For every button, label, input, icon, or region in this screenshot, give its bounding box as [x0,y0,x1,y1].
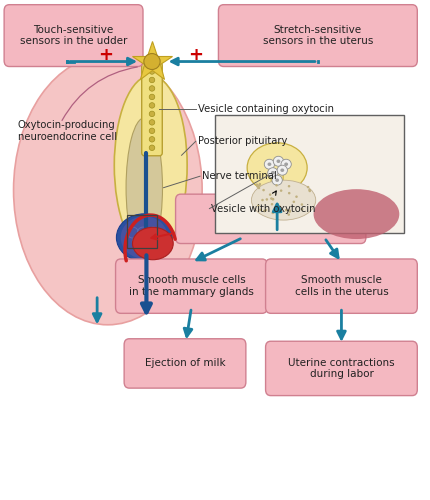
Ellipse shape [255,184,258,186]
Ellipse shape [279,206,281,208]
Ellipse shape [308,188,311,191]
Text: Vesicle containing oxytocin: Vesicle containing oxytocin [198,104,334,115]
FancyBboxPatch shape [142,62,162,156]
Ellipse shape [280,168,284,172]
Ellipse shape [287,214,290,216]
FancyBboxPatch shape [124,339,246,388]
Ellipse shape [263,210,266,212]
Ellipse shape [257,204,260,207]
Text: Smooth muscle
cells in the uterus: Smooth muscle cells in the uterus [295,276,388,297]
Ellipse shape [288,210,291,212]
Ellipse shape [267,162,271,166]
Ellipse shape [280,190,283,192]
FancyBboxPatch shape [215,116,404,232]
Ellipse shape [258,183,261,186]
FancyBboxPatch shape [4,4,143,66]
Ellipse shape [276,160,280,163]
Ellipse shape [149,120,155,125]
FancyBboxPatch shape [116,259,267,314]
Ellipse shape [275,184,278,186]
Ellipse shape [275,178,279,182]
Ellipse shape [269,194,271,196]
Ellipse shape [149,128,155,134]
Ellipse shape [301,204,303,206]
Ellipse shape [277,165,287,175]
Ellipse shape [247,143,307,192]
Ellipse shape [149,69,155,74]
Text: Release of oxytocin
by exocytosis: Release of oxytocin by exocytosis [220,208,321,230]
Text: Oxytocin-producing
neuroendocrine cell: Oxytocin-producing neuroendocrine cell [18,120,117,142]
Ellipse shape [261,199,264,202]
Text: Ejection of milk: Ejection of milk [144,358,225,368]
Ellipse shape [132,228,173,260]
Ellipse shape [270,198,273,200]
Ellipse shape [149,94,155,100]
FancyBboxPatch shape [175,194,366,244]
Ellipse shape [313,189,399,239]
Text: Touch-sensitive
sensors in the udder: Touch-sensitive sensors in the udder [20,25,127,46]
Ellipse shape [264,209,267,212]
Ellipse shape [258,187,260,190]
Ellipse shape [272,198,274,200]
Ellipse shape [285,209,288,212]
Ellipse shape [292,200,295,203]
Ellipse shape [268,168,278,177]
Ellipse shape [262,189,265,192]
Ellipse shape [301,208,304,210]
Text: +: + [188,46,203,64]
Ellipse shape [272,175,282,185]
Ellipse shape [149,145,155,150]
Ellipse shape [307,186,309,188]
Ellipse shape [149,111,155,116]
Ellipse shape [14,56,202,325]
Ellipse shape [117,214,172,261]
Ellipse shape [284,162,288,166]
Ellipse shape [271,171,275,174]
Ellipse shape [288,192,291,194]
FancyBboxPatch shape [218,4,417,66]
FancyBboxPatch shape [266,341,417,396]
Text: +: + [98,46,113,64]
Ellipse shape [264,160,275,169]
Ellipse shape [256,186,259,188]
Text: Posterior pituitary: Posterior pituitary [198,136,287,146]
Ellipse shape [271,212,274,214]
FancyBboxPatch shape [271,164,283,194]
Ellipse shape [281,160,291,169]
Text: Nerve terminal: Nerve terminal [202,171,277,181]
Ellipse shape [126,118,163,258]
Ellipse shape [271,203,273,205]
Ellipse shape [149,77,155,82]
Ellipse shape [271,198,274,200]
Ellipse shape [114,76,187,255]
Ellipse shape [295,196,298,198]
Ellipse shape [144,54,160,70]
Ellipse shape [149,102,155,108]
Ellipse shape [149,136,155,142]
Text: Stretch-sensitive
sensors in the uterus: Stretch-sensitive sensors in the uterus [263,25,373,46]
Ellipse shape [289,210,291,213]
Ellipse shape [258,184,261,186]
Text: Uterine contractions
during labor: Uterine contractions during labor [288,358,395,379]
Ellipse shape [252,180,316,220]
Ellipse shape [273,156,283,166]
Ellipse shape [149,86,155,91]
Ellipse shape [259,208,262,211]
Ellipse shape [288,185,290,188]
Text: Vesicle with oxytocin: Vesicle with oxytocin [211,204,315,214]
Ellipse shape [276,206,279,208]
Ellipse shape [266,198,268,200]
Text: Smooth muscle cells
in the mammary glands: Smooth muscle cells in the mammary gland… [129,276,254,297]
Ellipse shape [308,190,311,192]
FancyBboxPatch shape [266,259,417,314]
Ellipse shape [121,216,168,258]
